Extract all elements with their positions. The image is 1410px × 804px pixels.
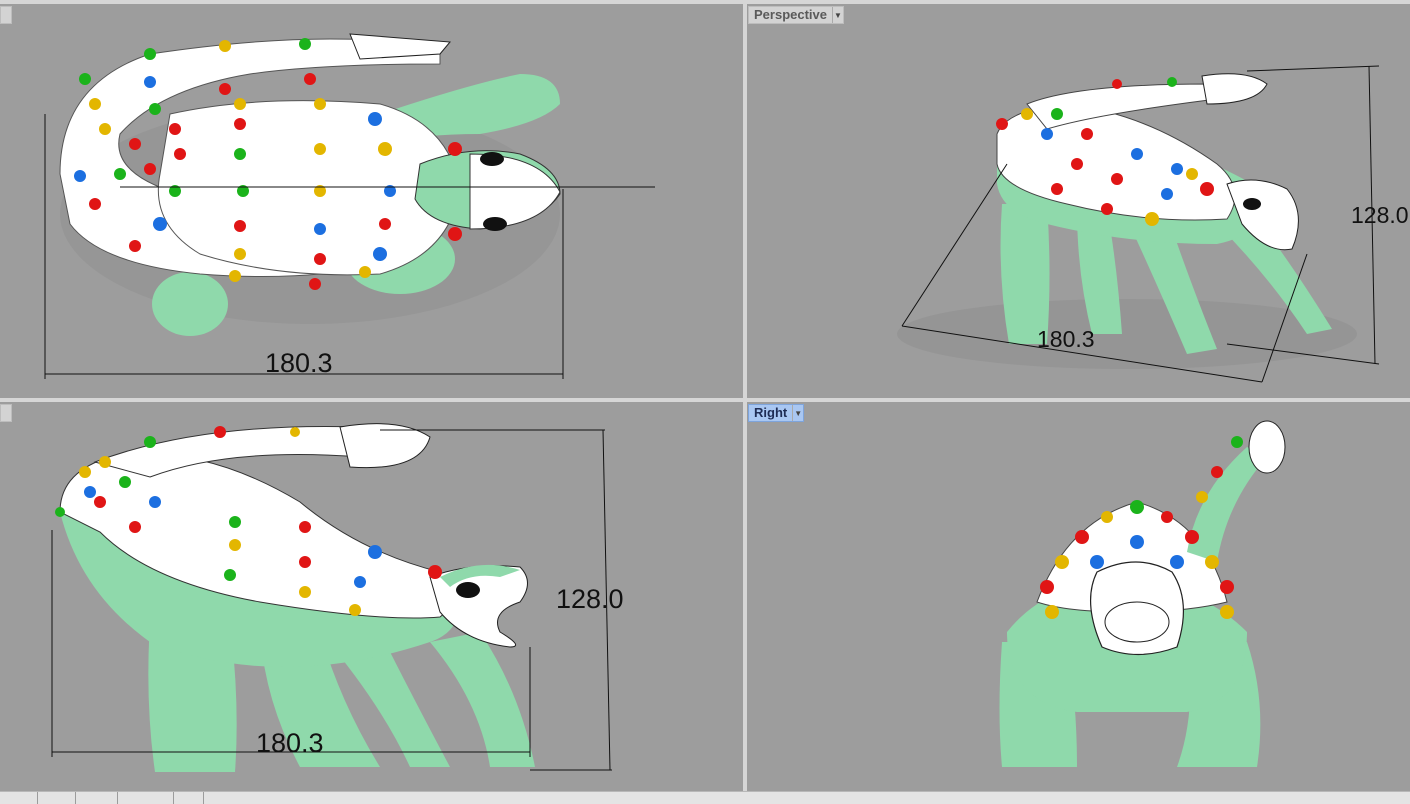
dimension-lines-top [44,114,655,379]
model-front-view [51,423,612,772]
viewport-name: Perspective [754,7,827,22]
dimension-lines-front [51,429,612,771]
viewport-front[interactable]: 180.3 128.0 [0,402,743,791]
model-right-view [999,420,1286,767]
dimension-height-label: 128.0 [556,584,624,614]
chevron-down-icon[interactable]: ▼ [832,7,843,23]
viewport-tab[interactable] [174,792,204,804]
viewport-menu-stub[interactable] [0,404,12,422]
viewport-right[interactable]: Right ▼ [747,402,1410,791]
viewport-label-right[interactable]: Right ▼ [748,404,805,422]
viewport-label-perspective[interactable]: Perspective ▼ [748,6,844,24]
viewport-perspective[interactable]: Perspective ▼ 180.3 128.0 [747,4,1410,398]
viewport-tab[interactable] [38,792,76,804]
model-top-view [44,33,655,379]
viewport-top[interactable]: 180.3 [0,4,743,398]
dimension-width-label: 180.3 [1037,326,1095,352]
dimension-height-label: 128.0 [1351,202,1409,228]
model-perspective-view [897,65,1380,383]
dimension-lines-perspective [901,65,1380,383]
chevron-down-icon[interactable]: ▼ [792,405,803,421]
viewport-name: Right [754,405,788,420]
dimension-width-label: 180.3 [265,348,333,378]
dimension-width-label: 180.3 [256,728,324,758]
spikes-top [74,38,462,290]
viewport-tab[interactable] [118,792,174,804]
viewport-menu-stub[interactable] [0,6,12,24]
viewport-tab[interactable] [0,792,38,804]
viewport-tab[interactable] [76,792,118,804]
viewport-tab-strip [0,791,1410,804]
